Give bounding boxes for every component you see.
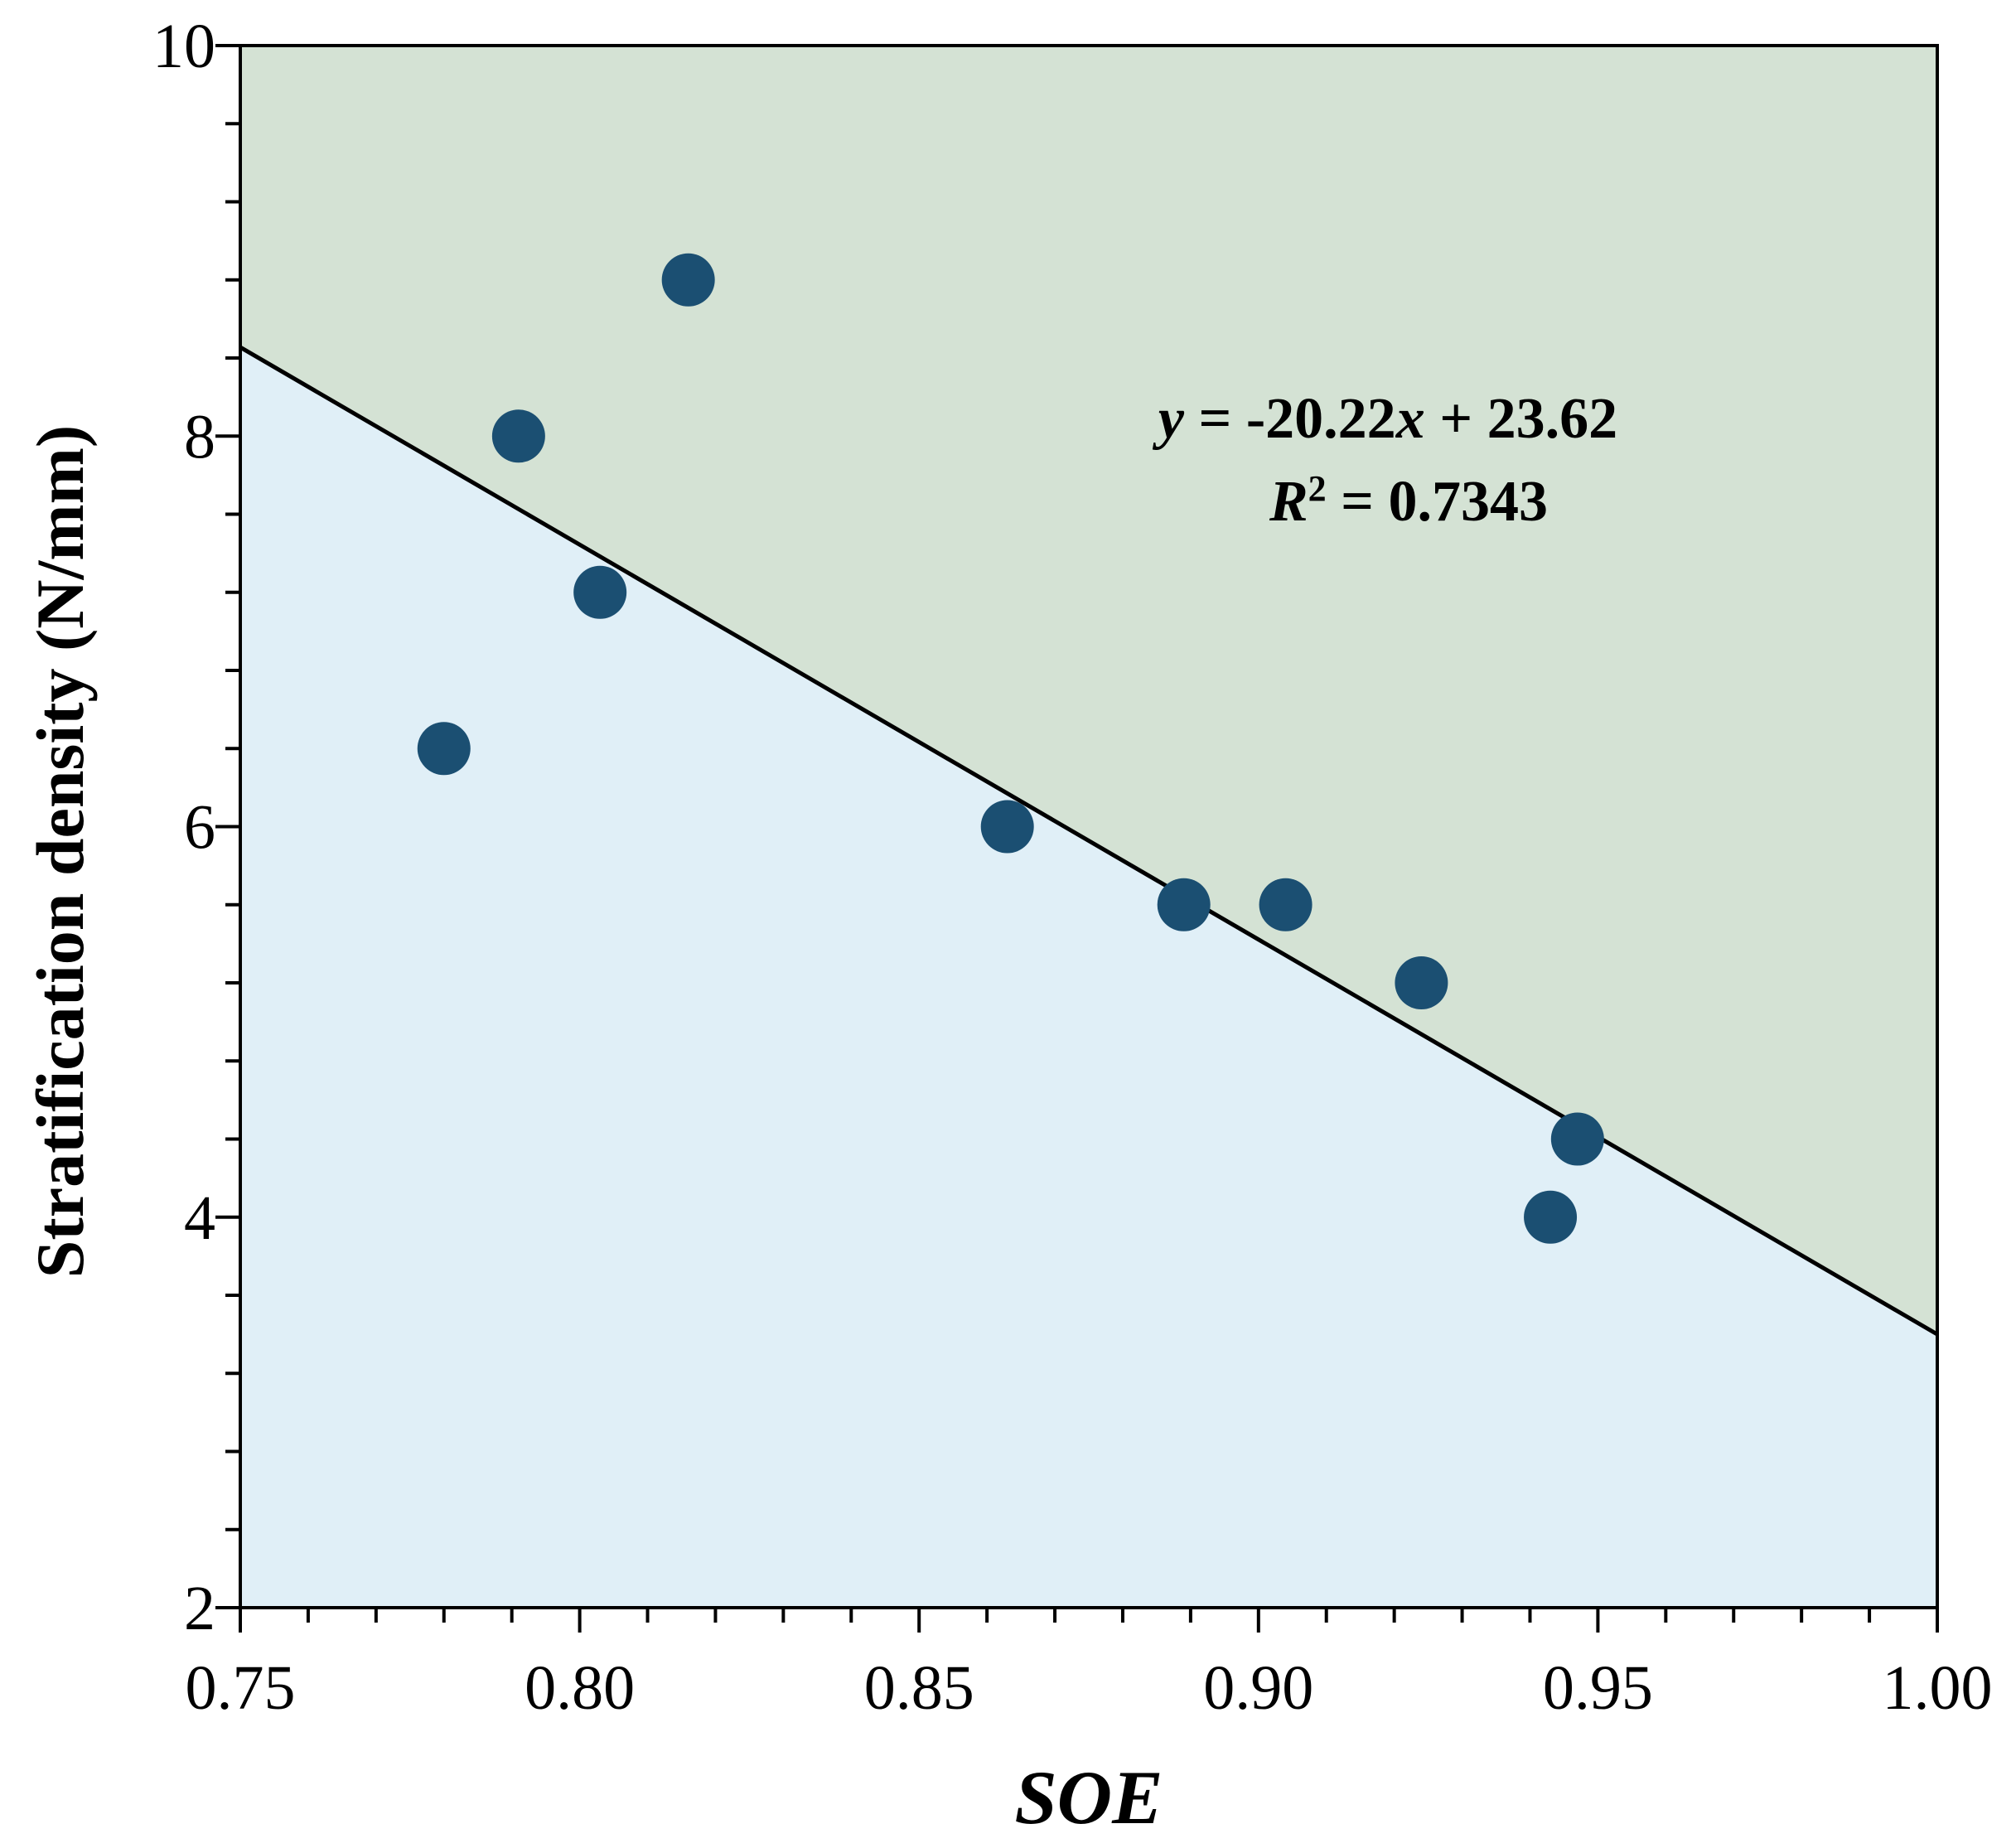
y-tick-label: 8 [184, 402, 215, 472]
y-axis-title: Stratification density (N/mm) [22, 425, 98, 1278]
r-squared-superscript: 2 [1308, 468, 1327, 509]
background-regions [240, 46, 1937, 1608]
x-tick-label: 0.80 [525, 1653, 635, 1723]
y-axis-ticks: 2 4 6 8 10 [152, 12, 240, 1643]
y-tick-label: 6 [184, 793, 215, 863]
x-tick-label: 0.90 [1203, 1653, 1313, 1723]
region-above-fit [240, 46, 1937, 1335]
equation-intercept: + 23.62 [1425, 387, 1617, 451]
data-point [417, 722, 471, 776]
x-axis-ticks: 0.75 0.80 0.85 0.90 0.95 1.00 [186, 1608, 1993, 1723]
data-point [1395, 956, 1448, 1009]
data-point [1157, 878, 1211, 931]
data-point [1550, 1112, 1604, 1166]
x-tick-label: 0.95 [1543, 1653, 1653, 1723]
y-tick-label: 2 [184, 1574, 215, 1643]
r-squared-value: = 0.7343 [1327, 470, 1548, 534]
equation-slope: = -20.22 [1184, 387, 1396, 451]
data-point [491, 409, 545, 463]
data-point [1524, 1190, 1578, 1244]
y-tick-label: 4 [184, 1183, 215, 1253]
equation-y-var: y [1153, 387, 1185, 451]
region-below-fit [240, 347, 1937, 1608]
x-axis-title: SOE [1015, 1755, 1163, 1840]
data-points [417, 253, 1604, 1244]
r-squared: R2 = 0.7343 [1269, 468, 1548, 535]
equation-x-var: x [1395, 387, 1425, 451]
data-point [980, 800, 1034, 854]
fit-equation: y = -20.22x + 23.62 [1153, 387, 1617, 451]
data-point [573, 565, 627, 619]
x-tick-label: 1.00 [1883, 1653, 1993, 1723]
x-tick-label: 0.75 [186, 1653, 296, 1723]
y-tick-label: 10 [152, 12, 215, 81]
r-squared-symbol: R [1269, 470, 1308, 534]
data-point [1259, 878, 1313, 931]
data-point [661, 253, 715, 307]
regression-line [239, 345, 1939, 1337]
x-tick-label: 0.85 [864, 1653, 974, 1723]
